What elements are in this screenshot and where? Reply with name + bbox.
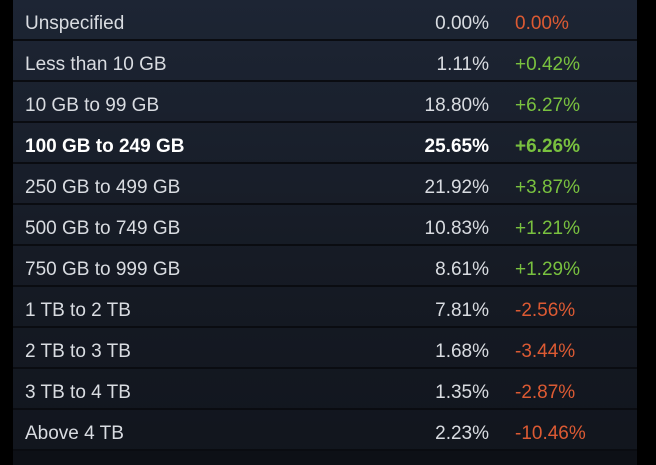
- row-label: 500 GB to 749 GB: [25, 218, 181, 239]
- row-percent: 1.68%: [435, 341, 489, 362]
- row-percent: 18.80%: [424, 95, 489, 116]
- row-percent: 25.65%: [424, 136, 489, 157]
- table-row: Unspecified 0.00% 0.00%: [13, 0, 637, 41]
- row-label: Less than 10 GB: [25, 54, 167, 75]
- table-footer-shade: [13, 451, 637, 465]
- row-change: +6.26%: [515, 136, 580, 157]
- row-change: +1.21%: [515, 218, 580, 239]
- row-label: 3 TB to 4 TB: [25, 382, 131, 403]
- row-label: 10 GB to 99 GB: [25, 95, 160, 116]
- row-change: -2.56%: [515, 300, 576, 321]
- table-row: 100 GB to 249 GB 25.65% +6.26%: [13, 123, 637, 164]
- row-percent: 21.92%: [424, 177, 489, 198]
- row-percent: 0.00%: [435, 13, 489, 34]
- row-label: Unspecified: [25, 13, 125, 34]
- row-label: 250 GB to 499 GB: [25, 177, 181, 198]
- row-change: +1.29%: [515, 259, 580, 280]
- row-change: -2.87%: [515, 382, 576, 403]
- table-row: 250 GB to 499 GB 21.92% +3.87%: [13, 164, 637, 205]
- row-percent: 7.81%: [435, 300, 489, 321]
- table-row: 1 TB to 2 TB 7.81% -2.56%: [13, 287, 637, 328]
- row-label: 750 GB to 999 GB: [25, 259, 181, 280]
- row-change: +3.87%: [515, 177, 580, 198]
- row-percent: 1.35%: [435, 382, 489, 403]
- row-change: +6.27%: [515, 95, 580, 116]
- row-label: 100 GB to 249 GB: [25, 136, 185, 157]
- table-body: Unspecified 0.00% 0.00% Less than 10 GB 1.11…: [13, 0, 637, 451]
- row-label: 1 TB to 2 TB: [25, 300, 131, 321]
- row-label: Above 4 TB: [25, 423, 124, 444]
- table-row: Above 4 TB 2.23% -10.46%: [13, 410, 637, 451]
- row-percent: 10.83%: [424, 218, 489, 239]
- row-change: +0.42%: [515, 54, 580, 75]
- row-change: 0.00%: [515, 13, 569, 34]
- table-row: 10 GB to 99 GB 18.80% +6.27%: [13, 82, 637, 123]
- row-percent: 1.11%: [436, 54, 489, 75]
- row-change: -10.46%: [515, 423, 586, 444]
- table-row: 3 TB to 4 TB 1.35% -2.87%: [13, 369, 637, 410]
- row-percent: 2.23%: [435, 423, 489, 444]
- row-change: -3.44%: [515, 341, 576, 362]
- table-row: 750 GB to 999 GB 8.61% +1.29%: [13, 246, 637, 287]
- row-percent: 8.61%: [435, 259, 489, 280]
- table-row: 2 TB to 3 TB 1.68% -3.44%: [13, 328, 637, 369]
- table-row: 500 GB to 749 GB 10.83% +1.21%: [13, 205, 637, 246]
- row-label: 2 TB to 3 TB: [25, 341, 131, 362]
- storage-stats-table: Unspecified 0.00% 0.00% Less than 10 GB 1.11…: [13, 0, 637, 465]
- table-row: Less than 10 GB 1.11% +0.42%: [13, 41, 637, 82]
